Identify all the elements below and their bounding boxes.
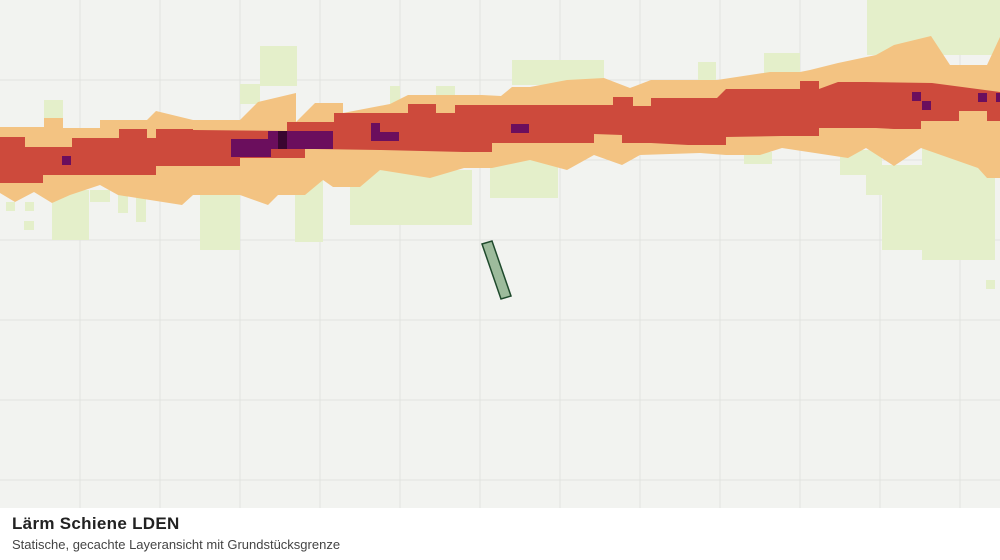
noise-zone-high [0,81,1000,183]
parcel-boundary[interactable] [481,240,512,300]
layer-subtitle: Statische, gecachte Layeransicht mit Gru… [12,537,341,552]
map-view[interactable] [0,0,1000,508]
caption-bar: Lärm Schiene LDEN Statische, gecachte La… [0,508,1000,560]
noise-zone-peak [278,131,287,149]
layer-title: Lärm Schiene LDEN [12,514,180,533]
